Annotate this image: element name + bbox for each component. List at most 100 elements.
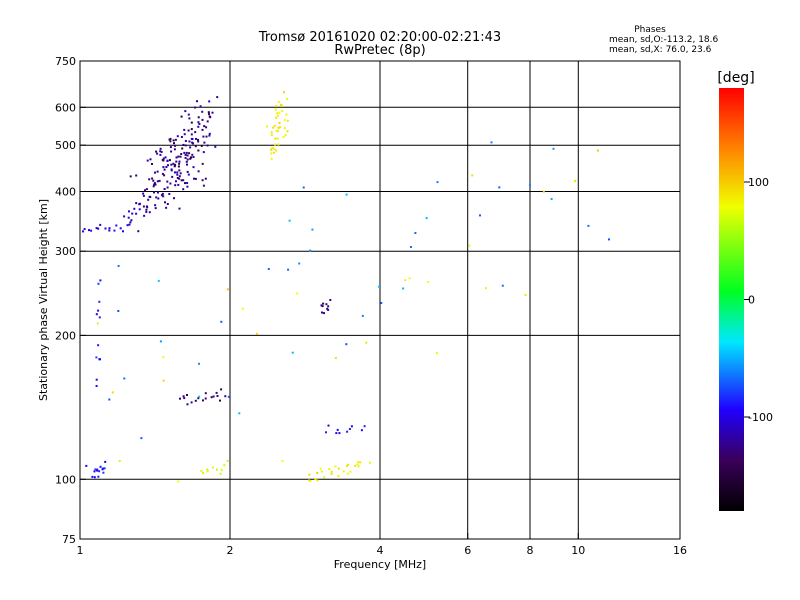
echo-point [336, 428, 339, 431]
echo-point [281, 460, 284, 462]
echo-point [137, 230, 140, 233]
echo-point [98, 316, 101, 319]
echo-point [199, 105, 202, 108]
echo-point [186, 163, 188, 166]
echo-point [201, 179, 204, 182]
echo-point [208, 134, 211, 137]
echo-point [135, 174, 138, 177]
echo-point [298, 262, 301, 265]
echo-point [170, 163, 173, 166]
echo-point [226, 288, 229, 291]
echo-point [153, 182, 156, 185]
echo-point [142, 205, 145, 208]
echo-point [111, 391, 114, 394]
echo-point [198, 395, 201, 398]
echo-point [274, 137, 277, 140]
echo-point [281, 109, 284, 112]
echo-point [203, 125, 206, 128]
echo-point [172, 162, 175, 165]
echo-point [144, 189, 146, 192]
echo-point [176, 173, 179, 176]
echo-point [151, 163, 153, 165]
echo-point [212, 395, 215, 398]
echo-point [286, 98, 289, 100]
echo-point [174, 171, 176, 174]
echo-point [200, 144, 203, 147]
echo-point [219, 399, 221, 402]
echo-point [208, 115, 211, 118]
echo-point [119, 227, 122, 230]
echo-point [276, 130, 279, 133]
echo-point [131, 212, 134, 215]
echo-point [171, 175, 174, 178]
echo-point [115, 224, 118, 227]
echo-point [365, 341, 368, 344]
echo-point [180, 179, 183, 182]
echo-point [219, 472, 222, 475]
echo-point [277, 114, 279, 117]
echo-point [273, 148, 276, 151]
echo-point [266, 125, 268, 128]
echo-point [145, 211, 148, 213]
echo-point [85, 464, 88, 467]
echo-point [378, 285, 380, 288]
echo-point [95, 313, 98, 316]
echo-point [138, 203, 141, 206]
echo-point [186, 403, 189, 406]
echo-point [158, 179, 161, 182]
echo-point [220, 320, 223, 323]
echo-point [337, 475, 340, 478]
echo-point [192, 166, 195, 169]
echo-point [177, 183, 180, 186]
colorbar-gradient [719, 88, 744, 511]
echo-point [96, 322, 99, 325]
echo-point [408, 277, 411, 280]
echo-point [163, 174, 166, 177]
echo-point [152, 179, 155, 182]
echo-point [179, 155, 182, 158]
echo-point [183, 151, 186, 154]
echo-point [360, 429, 363, 432]
echo-point [357, 465, 360, 468]
echo-point [596, 149, 599, 152]
echo-point [498, 186, 501, 189]
echo-point [216, 96, 219, 99]
echo-point [346, 472, 349, 475]
echo-point [186, 154, 189, 157]
echo-point [184, 157, 187, 159]
echo-point [216, 468, 218, 471]
x-tick-label: 10 [571, 544, 585, 557]
echo-point [153, 191, 155, 194]
echo-point [275, 129, 278, 132]
echo-point [322, 302, 325, 305]
y-tick-label: 600 [55, 101, 76, 114]
echo-point [83, 228, 86, 231]
echo-point [284, 134, 287, 137]
echo-point [191, 141, 194, 144]
x-axis-label: Frequency [MHz] [334, 558, 426, 571]
echo-point [95, 356, 98, 359]
echo-point [178, 177, 181, 180]
echo-point [206, 120, 209, 123]
echo-point [204, 177, 207, 180]
echo-point [108, 398, 111, 401]
echo-point [323, 312, 325, 315]
chart-subtitle: RwPretec (8p) [334, 43, 425, 58]
echo-point [208, 132, 211, 135]
echo-point [197, 125, 200, 128]
echo-point [270, 133, 273, 136]
x-tick-label: 16 [673, 544, 687, 557]
echo-point [277, 101, 280, 103]
echo-point [350, 425, 353, 428]
echo-point [281, 104, 284, 107]
echo-point [173, 163, 176, 166]
echo-point [206, 144, 209, 147]
echo-point [330, 470, 333, 473]
echo-point [164, 201, 166, 204]
echo-point [162, 195, 165, 198]
y-tick-label: 100 [55, 473, 76, 486]
echo-point [197, 140, 200, 143]
y-tick-label: 300 [55, 245, 76, 258]
echo-point [117, 310, 120, 312]
echo-point [274, 108, 277, 111]
